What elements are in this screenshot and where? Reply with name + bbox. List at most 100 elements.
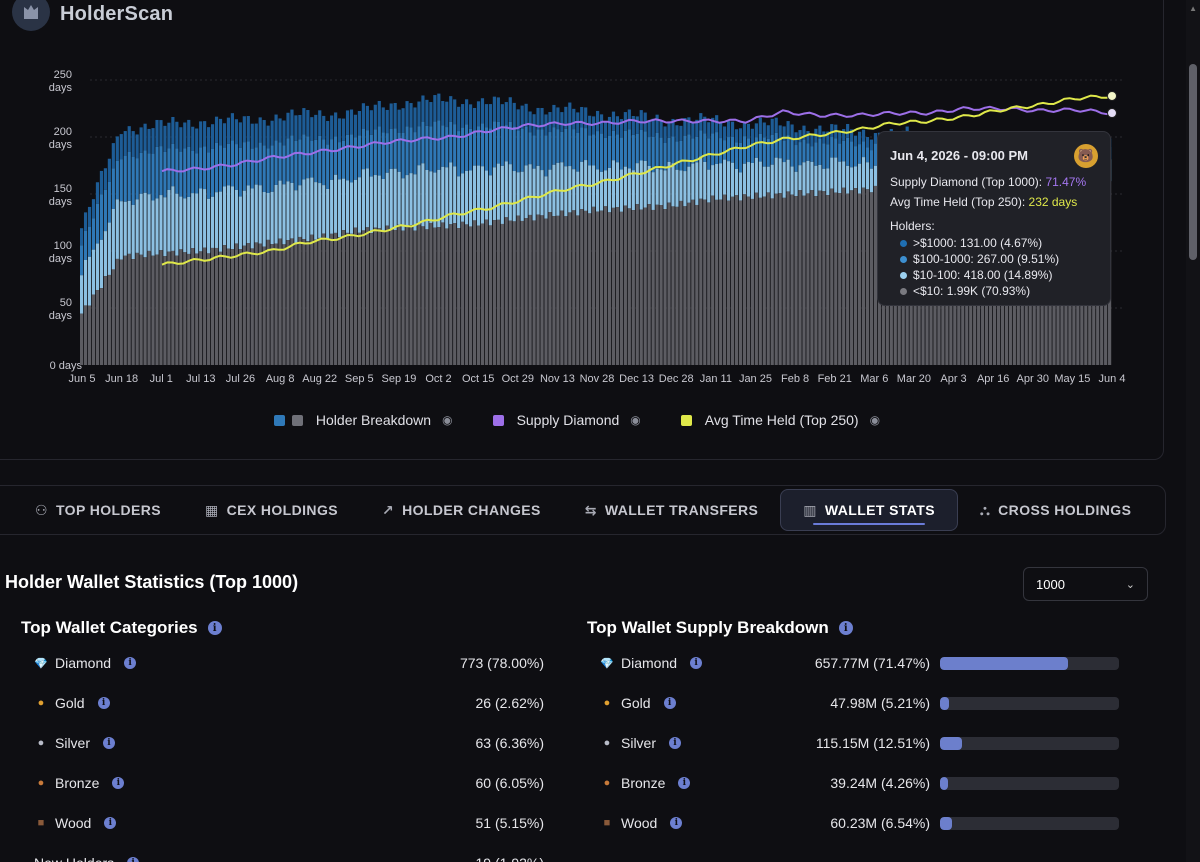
tab-cross-holdings[interactable]: ⛬ CROSS HOLDINGS	[958, 489, 1153, 531]
bar	[659, 120, 663, 365]
bar	[167, 122, 171, 365]
tab-bar: ⚇ TOP HOLDERS ▦ CEX HOLDINGS ↗ HOLDER CHANGES…	[0, 485, 1166, 535]
info-icon[interactable]: i	[127, 857, 140, 862]
legend-label: Holder Breakdown	[315, 412, 432, 428]
info-icon[interactable]: i	[124, 657, 137, 669]
bar	[738, 128, 743, 365]
bar	[449, 96, 453, 365]
legend-swatch	[680, 414, 692, 426]
tab-label: WALLET STATS	[824, 502, 935, 518]
bar	[155, 119, 159, 365]
bar	[723, 126, 727, 365]
info-icon[interactable]: i	[669, 737, 682, 749]
trend-icon: ↗	[381, 501, 395, 518]
legend-swatch	[273, 414, 285, 426]
top-n-select[interactable]: 1000 ⌄	[1023, 567, 1148, 601]
bar	[643, 112, 647, 365]
bar	[703, 116, 707, 365]
info-icon[interactable]: i	[670, 817, 683, 829]
bar	[568, 102, 572, 365]
tab-wallet-transfers[interactable]: ⇆ WALLET TRANSFERS	[563, 489, 781, 531]
bar	[516, 109, 520, 365]
info-icon[interactable]: i	[678, 777, 691, 789]
info-icon[interactable]: i	[104, 817, 117, 829]
category-value: 26 (2.62%)	[475, 695, 544, 711]
info-icon[interactable]: i	[838, 621, 853, 635]
bar	[834, 124, 838, 365]
category-name: Silver	[55, 735, 91, 751]
x-tick-label: Jul 26	[226, 373, 255, 385]
legend-swatch	[492, 414, 504, 426]
tooltip-holder-text: <$10: 1.99K (70.93%)	[913, 284, 1031, 298]
tab-top-holders[interactable]: ⚇ TOP HOLDERS	[13, 489, 183, 531]
bar	[504, 102, 508, 365]
bar	[468, 104, 473, 365]
bar	[774, 117, 778, 365]
eye-icon[interactable]: ◉	[442, 413, 453, 427]
bar	[528, 111, 532, 365]
bar	[401, 108, 405, 365]
eye-icon[interactable]: ◉	[869, 413, 881, 427]
bar-chart-icon: ▥	[803, 501, 817, 518]
supply-diamond-line[interactable]	[161, 105, 1113, 173]
bar	[226, 117, 231, 365]
bar	[472, 107, 477, 365]
x-tick-label: Oct 2	[425, 373, 451, 385]
bar	[584, 107, 588, 365]
bar	[385, 109, 389, 365]
categories-title: Top Wallet Categories i	[21, 618, 222, 638]
bar	[711, 117, 715, 365]
tab-holder-changes[interactable]: ↗ HOLDER CHANGES	[360, 489, 563, 531]
page-scrollbar[interactable]: ▲	[1186, 0, 1200, 862]
bar	[596, 110, 600, 365]
bar	[742, 121, 747, 365]
bar	[695, 119, 699, 365]
info-icon[interactable]: i	[207, 621, 222, 635]
swap-icon: ⇆	[584, 501, 597, 518]
legend-item[interactable]: Avg Time Held (Top 250) ◉	[680, 412, 881, 428]
app-logo[interactable]: HolderScan	[12, 0, 173, 34]
bar	[465, 99, 469, 365]
info-icon[interactable]: i	[103, 737, 116, 749]
avg-time-held-line[interactable]	[161, 94, 1113, 266]
bar	[627, 109, 631, 365]
bar	[556, 107, 560, 365]
category-name: New Holders	[34, 855, 114, 862]
bar	[480, 98, 485, 365]
category-name: Wood	[55, 815, 92, 831]
info-icon[interactable]: i	[97, 697, 110, 709]
x-tick-label: Jul 13	[186, 373, 215, 385]
tooltip-avg: Avg Time Held (Top 250): 232 days	[890, 195, 1098, 209]
eye-icon[interactable]: ◉	[630, 413, 641, 427]
x-tick-label: Jan 25	[739, 373, 772, 385]
tooltip-date: Jun 4, 2026 - 09:00 PM	[890, 148, 1029, 163]
bar	[492, 96, 496, 365]
tooltip-holder-row: $100-1000: 267.00 (9.51%)	[900, 252, 1098, 266]
scroll-thumb[interactable]	[1189, 64, 1197, 260]
info-icon[interactable]: i	[690, 657, 703, 669]
bar	[334, 112, 338, 365]
x-tick-label: Nov 13	[540, 373, 575, 385]
bar	[389, 103, 393, 365]
supply-name: Diamond	[621, 655, 678, 671]
bar	[183, 122, 187, 365]
legend-item[interactable]: Supply Diamond ◉	[492, 412, 641, 428]
bar	[210, 124, 215, 365]
bar	[266, 125, 270, 365]
tab-wallet-stats[interactable]: ▥ WALLET STATS	[780, 489, 958, 531]
legend-item[interactable]: Holder Breakdown ◉	[273, 412, 453, 428]
svg-text:days: days	[49, 310, 73, 322]
supply-bar	[940, 737, 1119, 750]
bar	[719, 122, 723, 365]
scroll-up-icon[interactable]: ▲	[1189, 4, 1197, 13]
info-icon[interactable]: i	[663, 697, 676, 709]
bar	[520, 105, 524, 365]
x-tick-label: Sep 5	[345, 373, 374, 385]
info-icon[interactable]: i	[112, 777, 125, 789]
tooltip-avg-value: 232 days	[1028, 195, 1078, 209]
bar	[611, 111, 616, 365]
bar	[254, 123, 258, 365]
tab-cex-holdings[interactable]: ▦ CEX HOLDINGS	[183, 489, 360, 531]
bar	[230, 113, 235, 365]
users-icon: ⚇	[35, 501, 48, 518]
